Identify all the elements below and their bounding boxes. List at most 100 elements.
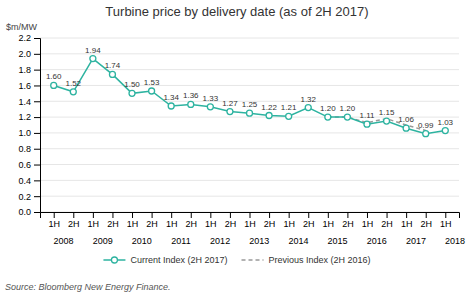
x-tick-mark: [230, 212, 231, 218]
grid-line: [40, 196, 459, 197]
data-label: 1.03: [438, 118, 454, 127]
x-tick-mark: [54, 212, 55, 218]
x-tick-mark: [328, 212, 329, 218]
grid-line: [40, 53, 459, 54]
x-tick-mark: [445, 212, 446, 218]
x-group-label: 2018: [445, 236, 465, 246]
y-tick: 0.6: [18, 160, 40, 170]
data-label: 1.15: [379, 108, 395, 117]
y-tick: 1.6: [18, 81, 40, 91]
y-axis-line: [34, 39, 41, 213]
x-tick-label: 2H: [107, 219, 119, 229]
series-point: [51, 82, 57, 88]
y-label: $m/MW: [6, 22, 38, 32]
x-tick-label: 2H: [225, 219, 237, 229]
series-point: [247, 110, 253, 116]
y-tick-mark: [34, 165, 40, 166]
x-group-label: 2013: [249, 236, 269, 246]
x-tick-label: 1H: [205, 219, 217, 229]
y-tick-label: 0.0: [18, 207, 31, 217]
series-point: [188, 101, 194, 107]
series-point: [227, 109, 233, 115]
x-tick: 1H: [205, 212, 217, 229]
x-tick-label: 1H: [283, 219, 295, 229]
title: Turbine price by delivery date (as of 2H…: [105, 4, 368, 19]
x-tick-mark: [112, 212, 113, 218]
x-tick: 2H: [186, 212, 198, 229]
data-label: 1.22: [261, 103, 277, 112]
y-tick-mark: [34, 117, 40, 118]
y-tick-mark: [34, 38, 40, 39]
y-tick-mark: [34, 133, 40, 134]
series-point: [364, 121, 370, 127]
y-tick: 0.8: [18, 144, 40, 154]
legend-swatch: [242, 259, 264, 261]
series-point: [70, 89, 76, 95]
x-group-label: 2008: [53, 236, 73, 246]
x-tick-label: 1H: [401, 219, 413, 229]
x-group-labels: 2008200920102011201220132014201520162017…: [53, 236, 465, 246]
x-tick: 2H: [264, 212, 276, 229]
series-point: [129, 90, 135, 96]
x-tick-label: 1H: [127, 219, 139, 229]
x-tick-mark: [269, 212, 270, 218]
x-tick-label: 1H: [166, 219, 178, 229]
grid-line: [40, 164, 459, 165]
series-point: [403, 125, 409, 131]
series-point: [286, 113, 292, 119]
x-tick: 1H: [283, 212, 295, 229]
x-group-label: 2010: [132, 236, 152, 246]
x-tick: 1H: [166, 212, 178, 229]
legend-item: Current Index (2H 2017): [103, 255, 227, 265]
data-label: 1.20: [320, 104, 336, 113]
x-tick-label: 1H: [440, 219, 452, 229]
y-tick: 1.0: [18, 128, 40, 138]
chart: 0.00.20.40.60.81.01.21.41.61.82.02.21H2H…: [0, 0, 474, 296]
y-tick-label: 0.6: [18, 160, 31, 170]
grid-line: [40, 69, 459, 70]
data-label: 1.32: [300, 95, 316, 104]
y-tick-mark: [34, 101, 40, 102]
y-tick-mark: [34, 85, 40, 86]
x-tick-mark: [73, 212, 74, 218]
series-point: [305, 105, 311, 111]
data-label: 1.60: [46, 72, 62, 81]
y-tick-label: 0.2: [18, 192, 31, 202]
y-tick-mark: [34, 70, 40, 71]
x-tick: 1H: [127, 212, 139, 229]
y-tick-label: 0.4: [18, 176, 31, 186]
series-point: [168, 103, 174, 109]
y-tick-label: 0.8: [18, 144, 31, 154]
x-tick: 2H: [303, 212, 315, 229]
data-label: 1.74: [105, 61, 121, 70]
legend-item: Previous Index (2H 2016): [242, 255, 371, 265]
data-label: 1.52: [65, 79, 81, 88]
data-label: 1.94: [85, 46, 101, 55]
y-tick: 2.0: [18, 49, 40, 59]
data-labels: 1.601.521.941.741.501.531.341.361.331.27…: [46, 46, 454, 130]
series-point: [266, 113, 272, 119]
data-label: 1.25: [242, 100, 258, 109]
x-group-label: 2009: [93, 236, 113, 246]
series-point: [384, 118, 390, 124]
x-tick: 2H: [225, 212, 237, 229]
series-line: [54, 59, 446, 134]
x-tick: 1H: [401, 212, 413, 229]
y-tick-mark: [34, 54, 40, 55]
x-tick: 2H: [107, 212, 119, 229]
series-point: [325, 114, 331, 120]
y-tick-mark: [34, 149, 40, 150]
source: Source: Bloomberg New Energy Finance.: [5, 282, 171, 292]
data-label: 1.06: [398, 115, 414, 124]
grid-line: [40, 180, 459, 181]
data-label: 0.99: [418, 121, 434, 130]
y-tick: 2.2: [18, 33, 40, 43]
x-tick: 2H: [146, 212, 158, 229]
marks: [51, 56, 449, 137]
x-tick: 1H: [244, 212, 256, 229]
grid-line: [40, 148, 459, 149]
x-group-label: 2011: [171, 236, 190, 246]
x-tick-label: 2H: [146, 219, 158, 229]
x-tick-mark: [387, 212, 388, 218]
x-tick: 1H: [88, 212, 100, 229]
